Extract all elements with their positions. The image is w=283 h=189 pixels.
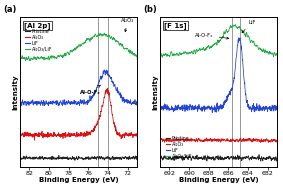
- X-axis label: Binding Energy (eV): Binding Energy (eV): [38, 177, 118, 184]
- Text: [Al 2p]: [Al 2p]: [24, 22, 51, 29]
- Legend: Pristine, Al₂O₃, LiF, Al₂O₃/LiF: Pristine, Al₂O₃, LiF, Al₂O₃/LiF: [25, 29, 52, 52]
- X-axis label: Binding Energy (eV): Binding Energy (eV): [179, 177, 258, 184]
- Text: LiF: LiF: [242, 20, 256, 33]
- Text: Al-O-Fₓ: Al-O-Fₓ: [195, 33, 229, 39]
- Text: (b): (b): [143, 5, 157, 15]
- Y-axis label: Intensity: Intensity: [152, 74, 158, 110]
- Text: [F 1s]: [F 1s]: [164, 22, 187, 29]
- Legend: Pristine, Al₂O₃, LiF, Al₂O₃/LiF: Pristine, Al₂O₃, LiF, Al₂O₃/LiF: [166, 136, 192, 159]
- Text: Al-O-Fₓ: Al-O-Fₓ: [80, 85, 101, 95]
- Y-axis label: Intensity: Intensity: [12, 74, 18, 110]
- Text: Al₂O₃: Al₂O₃: [121, 18, 134, 32]
- Text: (a): (a): [3, 5, 16, 15]
